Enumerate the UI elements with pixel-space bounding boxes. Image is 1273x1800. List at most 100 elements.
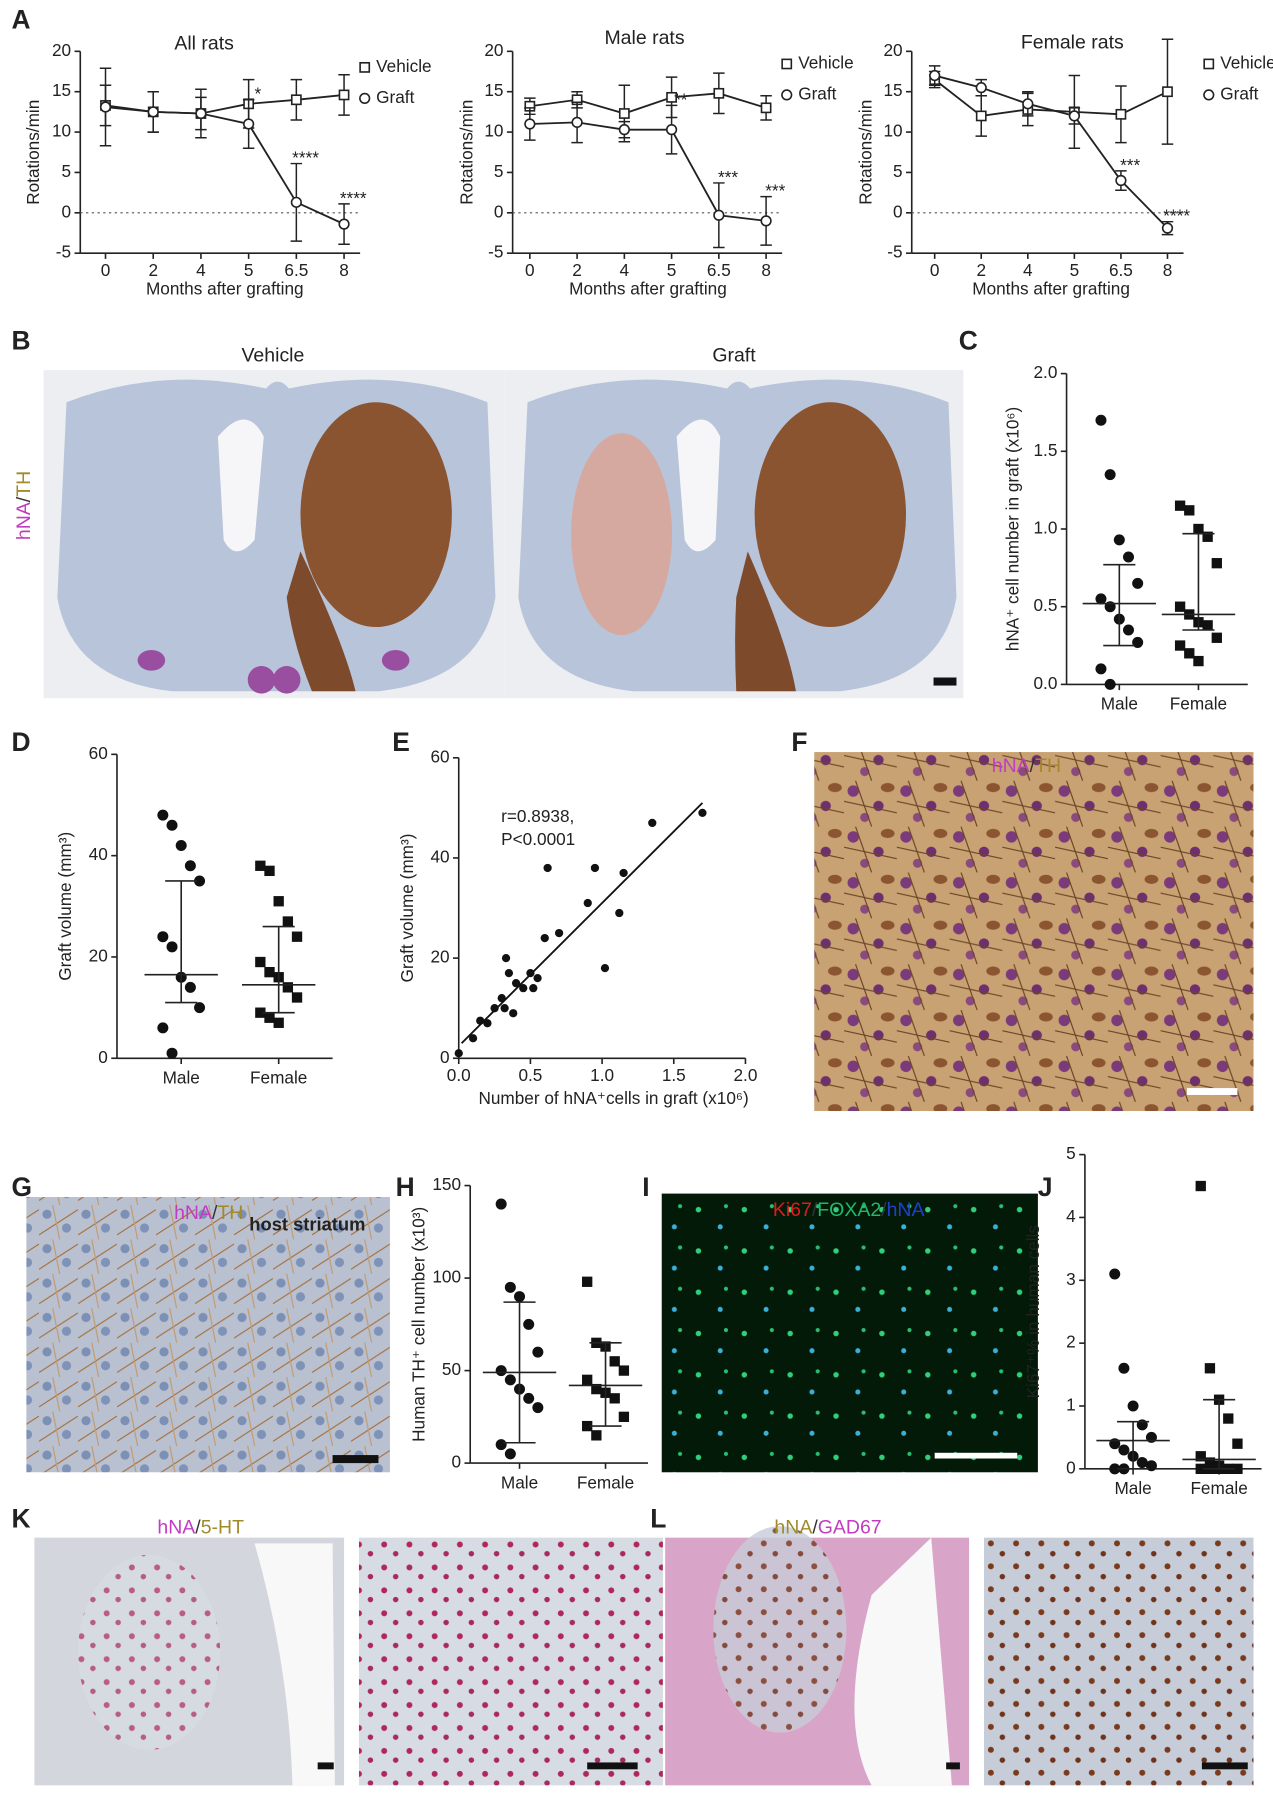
data-point: [1184, 648, 1195, 659]
data-point: [1202, 620, 1213, 631]
legend-label: Vehicle: [1220, 52, 1273, 72]
y-axis-label: Rotations/min: [856, 100, 876, 205]
significance: ****: [292, 148, 319, 168]
x-tick-label: 0.0: [447, 1065, 471, 1085]
data-point: [1104, 678, 1116, 690]
data-point: [282, 982, 294, 993]
stain-label: hNA/TH: [174, 1202, 243, 1224]
y-tick-label: 5: [494, 161, 504, 181]
data-point: [495, 1198, 507, 1210]
stain-part: hNA: [13, 502, 35, 540]
data-point: [157, 809, 169, 821]
x-tick-label: 8: [339, 260, 349, 280]
panel-letter: K: [11, 1503, 30, 1533]
data-point: [648, 818, 657, 828]
data-point: [1095, 414, 1107, 426]
data-point: [157, 1022, 169, 1034]
data-point: [540, 933, 549, 943]
data-point: [497, 994, 506, 1003]
marker: [713, 87, 725, 99]
marker: [571, 116, 583, 129]
y-tick-label: 10: [484, 121, 503, 141]
data-point: [509, 1009, 518, 1018]
y-tick-label: 0.5: [1033, 595, 1057, 615]
data-point: [194, 875, 206, 887]
data-point: [1195, 1451, 1206, 1462]
panel-letter: D: [11, 727, 30, 757]
stain-label: hNA/GAD67: [774, 1517, 881, 1539]
y-tick-label: 10: [883, 121, 902, 141]
x-tick-label: Male: [163, 1067, 200, 1087]
vehicle-section: [43, 370, 505, 699]
marker: [760, 215, 772, 227]
x-tick-label: 0: [525, 260, 535, 280]
data-point: [291, 992, 303, 1003]
data-point: [591, 1383, 602, 1395]
data-point: [1223, 1413, 1234, 1424]
y-axis-label: Rotations/min: [23, 100, 43, 205]
data-point: [1136, 1457, 1148, 1469]
legend-label: Graft: [376, 87, 414, 107]
y-tick-label: 4: [1066, 1206, 1076, 1226]
data-point: [1132, 577, 1144, 589]
fit-line: [460, 802, 704, 1044]
stain-part: /: [195, 1517, 201, 1539]
x-tick-label: Male: [1114, 1478, 1151, 1498]
x-tick-label: Male: [501, 1472, 538, 1492]
stain-part: GAD67: [818, 1517, 882, 1539]
y-tick-label: 0: [1066, 1457, 1076, 1477]
data-point: [504, 1448, 516, 1460]
significance: ****: [340, 188, 367, 208]
data-point: [504, 1281, 516, 1293]
legend-marker: [781, 89, 793, 101]
stain-label: hNA/5-HT: [157, 1517, 244, 1539]
stain-label: hNA/TH: [13, 471, 35, 540]
panel-letter: E: [392, 727, 410, 757]
series-line: [105, 106, 345, 225]
stain-label: hNA/TH: [992, 755, 1061, 777]
marker: [1115, 174, 1127, 187]
stain-label: Ki67/FOXA2/hNA: [773, 1199, 925, 1221]
y-tick-label: 100: [432, 1267, 461, 1287]
marker: [243, 118, 255, 130]
graft-section: [504, 370, 964, 699]
x-tick-label: 6.5: [707, 260, 731, 280]
micrograph-f: [814, 752, 1254, 1112]
y-tick-label: 2.0: [1033, 362, 1057, 382]
chart-title: All rats: [174, 33, 234, 55]
data-point: [273, 896, 284, 907]
y-tick-label: 40: [430, 846, 449, 866]
data-point: [1109, 1463, 1121, 1475]
micrograph-g: [26, 1197, 390, 1473]
x-tick-label: 1.0: [590, 1065, 614, 1085]
micrograph-i: [661, 1193, 1038, 1473]
scale-bar: [332, 1455, 379, 1464]
data-point: [1202, 531, 1213, 542]
y-tick-label: 0: [440, 1047, 450, 1067]
x-tick-label: 0: [101, 260, 111, 280]
x-tick-label: 4: [1023, 260, 1033, 280]
data-point: [504, 969, 514, 978]
x-tick-label: Male: [1101, 694, 1138, 714]
x-tick-label: Female: [1170, 694, 1227, 714]
y-axis-label: hNA⁺ cell number in graft (x10⁶): [1002, 407, 1022, 651]
data-point: [529, 984, 538, 993]
data-point: [1204, 1363, 1216, 1374]
stain-part: 5-HT: [201, 1517, 244, 1539]
y-tick-label: 15: [52, 80, 71, 100]
x-tick-label: Female: [577, 1472, 634, 1492]
significance: *: [254, 84, 261, 104]
marker: [618, 108, 630, 119]
y-tick-label: 20: [89, 946, 108, 966]
legend-marker: [781, 58, 793, 70]
x-tick-label: 1.5: [662, 1065, 686, 1085]
data-point: [1232, 1438, 1243, 1449]
data-point: [533, 974, 542, 983]
x-tick-label: 4: [620, 260, 630, 280]
data-point: [609, 1356, 620, 1367]
data-point: [590, 863, 600, 873]
stain-part: /: [812, 1517, 818, 1539]
data-point: [1195, 1463, 1206, 1474]
scale-bar: [934, 1452, 1018, 1459]
